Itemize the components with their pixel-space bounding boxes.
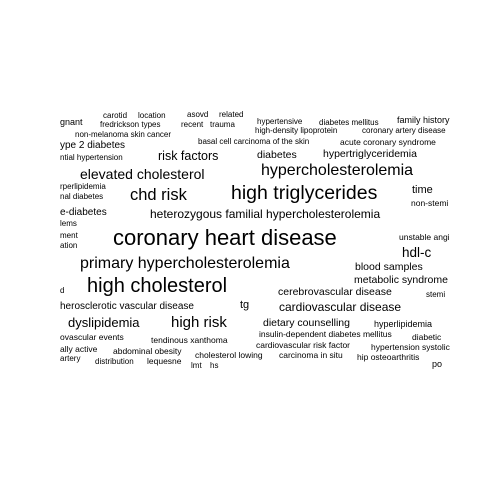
- cloud-word: hs: [210, 361, 219, 370]
- cloud-word: hip osteoarthritis: [357, 352, 420, 362]
- cloud-word: cardiovascular risk factor: [256, 340, 351, 350]
- cloud-word: d: [60, 286, 65, 295]
- cloud-word: herosclerotic vascular disease: [60, 301, 194, 312]
- cloud-word: dyslipidemia: [68, 315, 140, 330]
- cloud-word: high triglycerides: [231, 182, 378, 204]
- cloud-word: cardiovascular disease: [279, 300, 402, 314]
- cloud-word: lems: [60, 219, 77, 228]
- cloud-word: coronary heart disease: [113, 225, 337, 250]
- cloud-word: hypertension systolic: [371, 342, 450, 352]
- cloud-word: ype 2 diabetes: [60, 140, 126, 151]
- cloud-word: nal diabetes: [60, 192, 104, 201]
- cloud-word: ally active: [60, 344, 98, 354]
- cloud-word: ntial hypertension: [60, 153, 123, 162]
- cloud-word: trauma: [210, 120, 235, 129]
- cloud-word: tg: [240, 299, 250, 311]
- cloud-word: hdl-c: [402, 245, 432, 260]
- cloud-word: lmt: [191, 361, 202, 370]
- cloud-word: abdominal obesity: [113, 346, 182, 356]
- cloud-word: asovd: [187, 110, 209, 119]
- cloud-word: insulin-dependent diabetes mellitus: [259, 329, 392, 339]
- cloud-word: lequesne: [147, 356, 182, 366]
- cloud-word: elevated cholesterol: [80, 166, 205, 182]
- cloud-word: high risk: [171, 314, 227, 331]
- cloud-word: carcinoma in situ: [279, 350, 343, 360]
- cloud-word: location: [138, 111, 166, 120]
- cloud-word: chd risk: [130, 186, 187, 204]
- cloud-word: tendinous xanthoma: [151, 335, 228, 345]
- cloud-word: primary hypercholesterolemia: [80, 255, 290, 272]
- cloud-word: ment: [60, 231, 78, 240]
- cloud-word: stemi: [426, 290, 446, 299]
- cloud-word: time: [412, 184, 433, 196]
- cloud-word: related: [219, 110, 244, 119]
- cloud-word: cerebrovascular disease: [278, 286, 392, 298]
- cloud-word: non-melanoma skin cancer: [75, 130, 172, 139]
- cloud-word: cholesterol lowing: [195, 350, 263, 360]
- cloud-word: ation: [60, 241, 78, 250]
- cloud-word: gnant: [60, 117, 83, 127]
- cloud-word: unstable angi: [399, 232, 450, 242]
- cloud-word: coronary artery disease: [362, 126, 446, 135]
- cloud-word: fredrickson types: [100, 120, 161, 129]
- cloud-word: blood samples: [355, 261, 423, 273]
- cloud-word: dietary counselling: [263, 317, 350, 329]
- cloud-word: e-diabetes: [60, 207, 107, 218]
- cloud-word: hyperlipidemia: [374, 319, 433, 329]
- cloud-word: hypertensive: [257, 117, 303, 126]
- cloud-word: distribution: [95, 357, 134, 366]
- cloud-word: diabetic: [412, 332, 442, 342]
- cloud-word: hypercholesterolemia: [261, 162, 414, 179]
- cloud-word: diabetes: [257, 149, 297, 161]
- cloud-word: non-stemi: [411, 198, 449, 208]
- cloud-word: risk factors: [158, 149, 219, 163]
- cloud-word: high cholesterol: [87, 275, 228, 297]
- cloud-word: ovascular events: [60, 332, 124, 342]
- cloud-word: artery: [60, 354, 81, 363]
- cloud-word: carotid: [103, 111, 128, 120]
- cloud-word: rperlipidemia: [60, 182, 106, 191]
- cloud-word: recent: [181, 120, 204, 129]
- cloud-word: high-density lipoprotein: [255, 126, 338, 135]
- cloud-word: basal cell carcinoma of the skin: [198, 137, 310, 146]
- cloud-word: hypertriglyceridemia: [323, 148, 417, 160]
- cloud-word: po: [432, 359, 443, 369]
- cloud-word: family history: [397, 115, 450, 125]
- cloud-word: heterozygous familial hypercholesterolem…: [150, 207, 381, 221]
- cloud-word: metabolic syndrome: [354, 274, 448, 286]
- cloud-word: diabetes mellitus: [319, 118, 379, 127]
- cloud-word: acute coronary syndrome: [340, 137, 436, 147]
